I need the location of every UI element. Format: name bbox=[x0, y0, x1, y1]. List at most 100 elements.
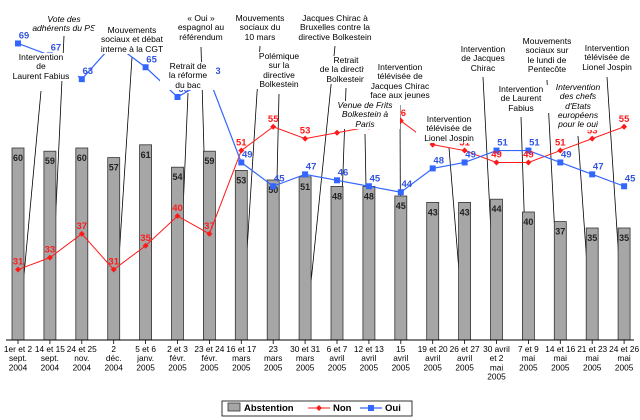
non-value-label: 40 bbox=[172, 203, 183, 214]
abstention-value-label: 53 bbox=[236, 175, 246, 185]
annotation-label: Intervention télévisée de Lionel Jospin bbox=[574, 43, 640, 73]
x-tick-label: 6 et 7 avril 2005 bbox=[327, 344, 348, 372]
oui-value-label: 45 bbox=[274, 173, 285, 184]
oui-point bbox=[493, 147, 500, 154]
abstention-value-label: 60 bbox=[77, 153, 87, 163]
x-tick-label: 26 et 27 avril 2005 bbox=[450, 344, 480, 372]
abstention-bar bbox=[75, 147, 89, 341]
oui-point bbox=[621, 183, 628, 190]
oui-value-label: 65 bbox=[146, 54, 157, 65]
abstention-value-label: 45 bbox=[396, 201, 406, 211]
non-series-line bbox=[17, 120, 625, 271]
oui-value-label: 45 bbox=[370, 173, 381, 184]
non-value-label: 35 bbox=[140, 233, 151, 244]
non-point bbox=[78, 230, 85, 237]
legend-label-oui: Oui bbox=[385, 403, 401, 414]
oui-value-label: 63 bbox=[83, 66, 94, 77]
annotation-label: Mouvements sociaux sur le lundi de Pentecôt… bbox=[514, 36, 580, 75]
abstention-bar bbox=[585, 227, 599, 341]
non-point bbox=[206, 230, 213, 237]
x-tick-label: 23 et 24 févr. 2005 bbox=[194, 344, 224, 372]
oui-point bbox=[78, 76, 85, 83]
abstention-value-label: 37 bbox=[555, 227, 565, 237]
abstention-bar bbox=[202, 150, 216, 341]
oui-value-label: 67 bbox=[51, 42, 62, 53]
abstention-bar bbox=[362, 185, 376, 341]
annotation-label: Intervention de Laurent Fabius bbox=[4, 52, 78, 82]
abstention-bar bbox=[617, 227, 631, 341]
oui-value-label: 47 bbox=[306, 161, 317, 172]
non-point bbox=[270, 123, 277, 130]
x-tick-label: 30 et 31 mars 2005 bbox=[290, 344, 320, 372]
x-tick-label: 5 et 6 janv. 2005 bbox=[135, 344, 156, 372]
non-point bbox=[46, 254, 53, 261]
oui-point bbox=[365, 183, 372, 190]
oui-point bbox=[334, 177, 340, 184]
annotation-label: Intervention de Jacques Chirac bbox=[454, 44, 512, 74]
annotation-label: Intervention télévisée de Jacques Chirac fa… bbox=[364, 62, 436, 101]
x-tick-label: 2 et 3 févr. 2005 bbox=[167, 344, 188, 372]
x-tick-label: 12 et 13 avril 2005 bbox=[354, 344, 384, 372]
abstention-value-label: 48 bbox=[332, 191, 342, 201]
abstention-value-label: 59 bbox=[45, 156, 55, 166]
abstention-value-label: 43 bbox=[460, 207, 470, 217]
oui-point bbox=[589, 171, 596, 178]
annotation-label: Mouvements sociaux du 10 mars bbox=[229, 13, 291, 43]
non-value-label: 33 bbox=[45, 245, 56, 256]
abstention-value-label: 35 bbox=[619, 233, 629, 243]
x-tick-label: 14 et 15 sept. 2004 bbox=[35, 344, 65, 372]
oui-value-label: 51 bbox=[497, 138, 508, 149]
non-value-label: 55 bbox=[619, 114, 630, 125]
x-tick-label: 21 et 23 mai 2005 bbox=[577, 344, 607, 372]
abstention-value-label: 50 bbox=[268, 185, 278, 195]
non-point bbox=[334, 129, 340, 136]
oui-value-label: 51 bbox=[529, 138, 540, 149]
annotation-label: Vote des adhérents du PS bbox=[28, 14, 100, 34]
legend-marker-non bbox=[316, 405, 322, 411]
non-value-label: 49 bbox=[491, 149, 502, 160]
oui-value-label: 49 bbox=[465, 149, 476, 160]
non-value-label: 53 bbox=[587, 126, 598, 137]
x-tick-label: 19 et 20 avril 2005 bbox=[418, 344, 448, 372]
abstention-labels: 60 59 60 57 61 54 59 53 50 51 48 48 45 43 43 44 40 37 35 35 bbox=[13, 150, 629, 243]
abstention-value-label: 43 bbox=[428, 207, 438, 217]
non-value-label: 31 bbox=[13, 257, 24, 268]
non-value-label: 37 bbox=[77, 221, 88, 232]
non-point bbox=[142, 242, 149, 249]
non-point bbox=[621, 123, 628, 130]
non-point bbox=[589, 135, 596, 142]
non-point bbox=[238, 147, 245, 154]
abstention-value-label: 35 bbox=[587, 233, 597, 243]
non-value-label: 31 bbox=[108, 257, 119, 268]
x-tick-label: 24 et 25 nov. 2004 bbox=[67, 344, 97, 372]
oui-value-label: 49 bbox=[242, 149, 253, 160]
abstention-bar bbox=[11, 147, 25, 341]
abstention-value-label: 48 bbox=[364, 191, 374, 201]
abstention-value-label: 60 bbox=[13, 153, 23, 163]
abstention-bar bbox=[426, 201, 440, 341]
abstention-bar bbox=[330, 185, 344, 341]
oui-point bbox=[270, 183, 277, 190]
abstention-value-label: 61 bbox=[141, 150, 151, 160]
annotation-label: Intervention télévisée de Lionel Jospin bbox=[416, 114, 482, 144]
non-value-label: 51 bbox=[459, 138, 470, 149]
abstention-value-label: 51 bbox=[300, 182, 310, 192]
non-value-label: 51 bbox=[236, 138, 247, 149]
legend-label-non: Non bbox=[333, 403, 352, 414]
non-value-label: 51 bbox=[555, 138, 566, 149]
abstention-bar bbox=[394, 195, 408, 341]
x-tick-label: 7 et 9 mai 2005 bbox=[518, 344, 539, 372]
oui-value-label: 45 bbox=[625, 173, 636, 184]
non-point bbox=[525, 159, 532, 166]
abstention-value-label: 44 bbox=[491, 204, 501, 214]
oui-value-label: 44 bbox=[402, 179, 413, 190]
non-point bbox=[429, 141, 436, 148]
x-tick-label: 14 et 16 mai 2005 bbox=[545, 344, 575, 372]
oui-value-label: 47 bbox=[593, 161, 604, 172]
abstention-bar bbox=[234, 169, 248, 341]
oui-point bbox=[142, 64, 149, 71]
annotation-label: « Oui » espagnol au référendum bbox=[174, 13, 228, 43]
